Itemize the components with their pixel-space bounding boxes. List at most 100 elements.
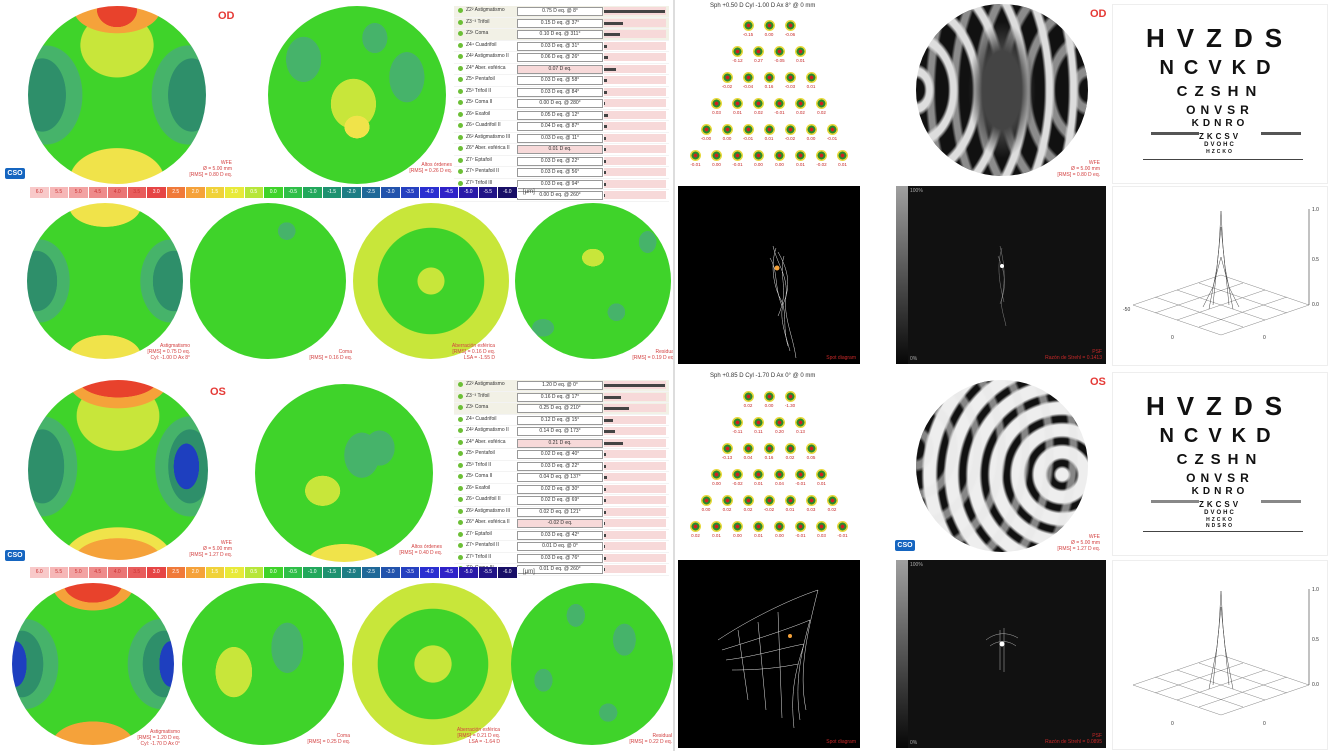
zernike-mode-icon[interactable] bbox=[753, 46, 764, 57]
zernike-mode-icon[interactable] bbox=[721, 495, 733, 506]
zernike-row[interactable]: Z6⁰ Aber. esférica II -0.02 D eq. bbox=[454, 518, 669, 530]
zernike-mode-icon[interactable] bbox=[774, 417, 785, 428]
os-acuity-chart[interactable]: HVZDS NCVKD CZSHN ONVSR KDNRO ZKCSV DVOH… bbox=[1112, 372, 1328, 556]
zernike-row[interactable]: Z5³ Trifoil II 0.03 D eq. @ 84° bbox=[454, 87, 669, 98]
zernike-row[interactable]: Z6² Astigmatismo III 0.03 D eq. @ 11° bbox=[454, 133, 669, 144]
zernike-mode-icon[interactable] bbox=[753, 417, 764, 428]
zernike-toggle-icon[interactable] bbox=[458, 65, 463, 71]
zernike-row[interactable]: Z3⁻³ Trifoil 0.15 D eq. @ 37° bbox=[454, 17, 669, 29]
zernike-row[interactable]: Z6⁶ Exafoil 0.02 D eq. @ 30° bbox=[454, 484, 669, 495]
zernike-mode-icon[interactable] bbox=[795, 98, 806, 109]
zernike-mode-icon[interactable] bbox=[721, 443, 733, 454]
zernike-row[interactable]: Z7⁵ Pentafoil II 0.03 D eq. @ 56° bbox=[454, 167, 669, 179]
zernike-row[interactable]: Z5⁵ Pentafoil 0.03 D eq. @ 58° bbox=[454, 75, 669, 87]
zernike-toggle-icon[interactable] bbox=[458, 180, 463, 186]
zernike-row[interactable]: Z7⁷ Eptafoil 0.03 D eq. @ 42° bbox=[454, 530, 669, 541]
zernike-toggle-icon[interactable] bbox=[458, 508, 463, 514]
zernike-toggle-icon[interactable] bbox=[458, 19, 463, 25]
zernike-toggle-icon[interactable] bbox=[458, 416, 463, 422]
zernike-mode-icon[interactable] bbox=[742, 495, 754, 506]
zernike-toggle-icon[interactable] bbox=[458, 439, 463, 445]
zernike-mode-icon[interactable] bbox=[784, 495, 796, 506]
zernike-toggle-icon[interactable] bbox=[458, 451, 463, 456]
zernike-mode-icon[interactable] bbox=[763, 443, 775, 454]
zernike-mode-icon[interactable] bbox=[837, 150, 848, 161]
zernike-mode-icon[interactable] bbox=[700, 124, 712, 135]
zernike-toggle-icon[interactable] bbox=[458, 169, 463, 174]
zernike-toggle-icon[interactable] bbox=[458, 31, 463, 36]
zernike-row[interactable]: Z5⁵ Pentafoil 0.02 D eq. @ 40° bbox=[454, 449, 669, 461]
zernike-toggle-icon[interactable] bbox=[458, 157, 463, 163]
zernike-mode-icon[interactable] bbox=[742, 20, 754, 31]
zernike-row[interactable]: Z3⁻³ Trifoil 0.16 D eq. @ 17° bbox=[454, 391, 669, 403]
od-spot-diagram[interactable]: Spot diagram bbox=[678, 186, 860, 364]
zernike-mode-icon[interactable] bbox=[700, 495, 712, 506]
zernike-row[interactable]: Z4² Astigmatismo II 0.06 D eq. @ 26° bbox=[454, 52, 669, 64]
zernike-mode-icon[interactable] bbox=[763, 20, 775, 31]
zernike-row[interactable]: Z6² Astigmatismo III 0.02 D eq. @ 121° bbox=[454, 507, 669, 518]
zernike-mode-icon[interactable] bbox=[774, 98, 785, 109]
zernike-mode-icon[interactable] bbox=[763, 72, 775, 83]
od-spherical-map[interactable] bbox=[353, 203, 509, 359]
zernike-row[interactable]: Z6⁴ Cuadrifoil II 0.04 D eq. @ 87° bbox=[454, 121, 669, 133]
zernike-mode-icon[interactable] bbox=[795, 150, 806, 161]
zernike-row[interactable]: Z4⁰ Aber. esférica 0.21 D eq. bbox=[454, 438, 669, 449]
zernike-mode-icon[interactable] bbox=[711, 98, 722, 109]
zernike-toggle-icon[interactable] bbox=[458, 100, 463, 105]
od-fringe-map[interactable] bbox=[916, 4, 1088, 176]
zernike-toggle-icon[interactable] bbox=[458, 428, 463, 433]
zernike-mode-icon[interactable] bbox=[805, 72, 817, 83]
zernike-mode-icon[interactable] bbox=[763, 495, 775, 506]
zernike-row[interactable]: Z4⁴ Cuadrifoil 0.03 D eq. @ 31° bbox=[454, 41, 669, 52]
zernike-row[interactable]: Z4² Astigmatismo II 0.14 D eq. @ 173° bbox=[454, 426, 669, 438]
zernike-mode-icon[interactable] bbox=[805, 443, 817, 454]
zernike-row[interactable]: Z7⁵ Pentafoil II 0.01 D eq. @ 0° bbox=[454, 541, 669, 553]
zernike-mode-icon[interactable] bbox=[784, 72, 796, 83]
zernike-row[interactable]: Z6⁶ Exafoil 0.05 D eq. @ 12° bbox=[454, 110, 669, 121]
os-ho-map[interactable] bbox=[255, 384, 433, 562]
zernike-mode-icon[interactable] bbox=[774, 521, 785, 532]
os-wfe-map[interactable] bbox=[28, 380, 208, 560]
od-residual-map[interactable] bbox=[515, 203, 671, 359]
zernike-row[interactable]: Z5¹ Coma II 0.00 D eq. @ 280° bbox=[454, 98, 669, 110]
zernike-mode-icon[interactable] bbox=[816, 521, 827, 532]
os-mtf-3d[interactable]: 1.0 0.5 0.0 0 0 bbox=[1112, 560, 1328, 750]
zernike-toggle-icon[interactable] bbox=[458, 405, 463, 410]
zernike-toggle-icon[interactable] bbox=[458, 77, 463, 82]
zernike-mode-icon[interactable] bbox=[826, 124, 838, 135]
zernike-toggle-icon[interactable] bbox=[458, 146, 463, 151]
od-ho-map[interactable] bbox=[268, 6, 446, 184]
zernike-mode-icon[interactable] bbox=[816, 98, 827, 109]
zernike-row[interactable]: Z7³ Trifoil II 0.03 D eq. @ 76° bbox=[454, 553, 669, 564]
os-spot-diagram[interactable]: Spot diagram bbox=[678, 560, 860, 748]
zernike-mode-icon[interactable] bbox=[784, 443, 796, 454]
zernike-mode-icon[interactable] bbox=[837, 521, 848, 532]
os-psf[interactable]: 100% 0% PSF Razón de Strehl = 0.0895 bbox=[896, 560, 1106, 748]
os-spherical-map[interactable] bbox=[352, 583, 514, 745]
zernike-row[interactable]: Z4⁰ Aber. esférica 0.07 D eq. bbox=[454, 64, 669, 75]
zernike-mode-icon[interactable] bbox=[753, 98, 764, 109]
zernike-row[interactable]: Z2² Astigmatismo 0.75 D eq. @ 8° bbox=[454, 6, 669, 18]
zernike-mode-icon[interactable] bbox=[721, 72, 733, 83]
zernike-mode-icon[interactable] bbox=[753, 469, 764, 480]
zernike-mode-icon[interactable] bbox=[774, 469, 785, 480]
zernike-mode-icon[interactable] bbox=[816, 469, 827, 480]
zernike-mode-icon[interactable] bbox=[732, 98, 743, 109]
zernike-toggle-icon[interactable] bbox=[458, 474, 463, 479]
zernike-mode-icon[interactable] bbox=[753, 521, 764, 532]
zernike-mode-icon[interactable] bbox=[816, 150, 827, 161]
os-fringe-map[interactable] bbox=[916, 380, 1088, 552]
zernike-mode-icon[interactable] bbox=[763, 124, 775, 135]
zernike-toggle-icon[interactable] bbox=[458, 54, 463, 59]
zernike-row[interactable]: Z7³ Trifoil III 0.03 D eq. @ 94° bbox=[454, 179, 669, 190]
zernike-mode-icon[interactable] bbox=[732, 417, 743, 428]
zernike-mode-icon[interactable] bbox=[795, 521, 806, 532]
zernike-toggle-icon[interactable] bbox=[458, 111, 463, 117]
zernike-toggle-icon[interactable] bbox=[458, 554, 463, 560]
zernike-mode-icon[interactable] bbox=[711, 150, 722, 161]
os-zernike-pyramid[interactable]: 0.02 0.00 -1.30 -0.11 0.11 0.20 0.13 -0.13 0.04 0… bbox=[676, 383, 862, 553]
zernike-mode-icon[interactable] bbox=[742, 124, 754, 135]
zernike-mode-icon[interactable] bbox=[711, 469, 722, 480]
od-astigmatism-map[interactable] bbox=[27, 203, 183, 359]
zernike-row[interactable]: Z6⁰ Aber. esférica II 0.01 D eq. bbox=[454, 144, 669, 156]
